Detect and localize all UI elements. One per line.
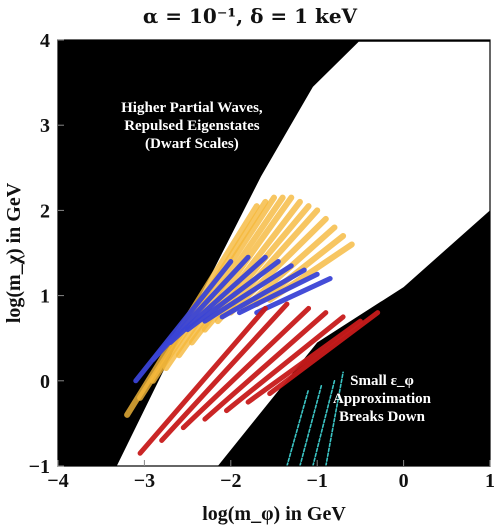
band-ridge bbox=[175, 194, 295, 359]
annotation-line: (Dwarf Scales) bbox=[145, 136, 239, 152]
band-ridge bbox=[219, 267, 307, 320]
band-ridge bbox=[286, 388, 310, 466]
band-ridge bbox=[299, 384, 323, 466]
x-tick-label: −3 bbox=[134, 470, 155, 492]
band-ridge bbox=[202, 310, 329, 422]
x-tick-label: 0 bbox=[399, 470, 409, 492]
annotation-1: Small ε_φ Approximation Breaks Down bbox=[333, 373, 432, 425]
band-ridge bbox=[159, 301, 290, 443]
x-tick-label: −1 bbox=[306, 470, 327, 492]
x-tick-label: −2 bbox=[220, 470, 241, 492]
band-ridge bbox=[267, 310, 381, 397]
y-tick-label: 3 bbox=[40, 115, 50, 137]
band-ridge bbox=[202, 263, 294, 324]
y-tick-label: 4 bbox=[40, 30, 50, 52]
x-tick-label: −4 bbox=[47, 470, 68, 492]
annotation-line: Approximation bbox=[333, 391, 432, 407]
annotation-line: Breaks Down bbox=[339, 409, 426, 425]
y-tick-label: 2 bbox=[40, 200, 50, 222]
band-ridge bbox=[185, 259, 281, 333]
annotation-line: Higher Partial Waves, bbox=[121, 100, 263, 116]
band-ridge bbox=[150, 194, 277, 384]
band-ridge bbox=[223, 314, 346, 414]
band-ridge bbox=[254, 276, 333, 316]
x-tick-label: 1 bbox=[485, 470, 495, 492]
x-axis-ticks: −4 −3 −2 −1 0 1 bbox=[47, 460, 495, 492]
y-tick-label: 0 bbox=[40, 371, 50, 393]
annotation-line: Repulsed Eigenstates bbox=[124, 118, 260, 134]
annotation-line: Small ε_φ bbox=[350, 373, 414, 389]
y-axis-label: log(m_χ) in GeV bbox=[3, 182, 25, 323]
annotations: Higher Partial Waves, Repulsed Eigenstate… bbox=[121, 100, 432, 425]
y-tick-label: 1 bbox=[40, 286, 50, 308]
plot-frame bbox=[57, 39, 491, 467]
band-series-2 bbox=[137, 301, 381, 456]
chart-title: α = 10⁻¹, δ = 1 keV bbox=[142, 4, 358, 28]
x-axis-label: log(m_φ) in GeV bbox=[202, 503, 346, 525]
plot-area bbox=[57, 39, 491, 467]
band-ridge bbox=[325, 371, 344, 466]
band-ridge bbox=[312, 379, 336, 466]
band-series-1 bbox=[133, 254, 333, 384]
y-tick-label: −1 bbox=[29, 456, 50, 478]
band-ridge bbox=[180, 305, 312, 431]
band-series-3 bbox=[286, 371, 344, 466]
y-axis-ticks: −1 0 1 2 3 4 bbox=[29, 30, 64, 478]
resonance-bands bbox=[124, 194, 381, 466]
annotation-0: Higher Partial Waves, Repulsed Eigenstate… bbox=[121, 100, 263, 152]
band-ridge bbox=[137, 305, 268, 456]
band-ridge bbox=[236, 271, 320, 316]
band-ridge bbox=[245, 318, 363, 405]
